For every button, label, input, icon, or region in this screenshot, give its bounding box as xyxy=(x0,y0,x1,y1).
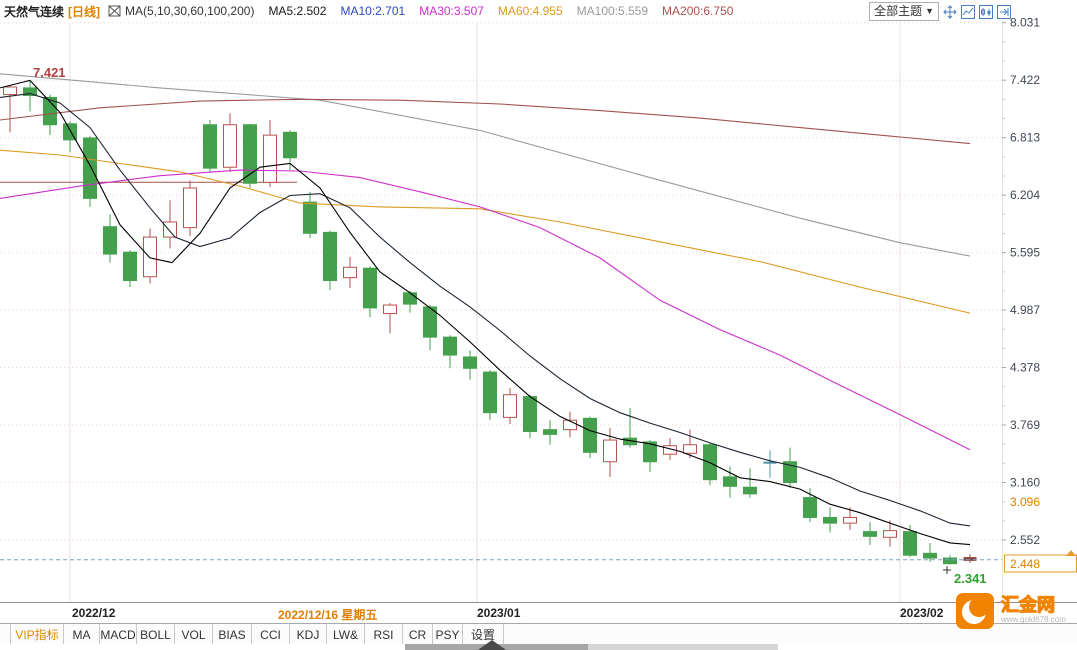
svg-text:4.987: 4.987 xyxy=(1010,303,1040,317)
indicator-tab-设置[interactable]: 设置 xyxy=(463,624,504,645)
indicator-tab-KDJ[interactable]: KDJ xyxy=(290,624,327,645)
date-label: 2022/12 xyxy=(72,606,116,620)
svg-text:7.422: 7.422 xyxy=(1010,73,1040,87)
annotations: 7.421 2.341 2.448 3.096 xyxy=(33,65,1077,586)
chart-canvas[interactable]: 8.031 7.422 6.813 6.204 5.595 4.987 4.378 3.769… xyxy=(0,0,1077,602)
chart-style-icon[interactable] xyxy=(108,5,121,17)
date-label: 2022/12/16 星期五 xyxy=(278,608,378,622)
indicator-tab-CCI[interactable]: CCI xyxy=(252,624,290,645)
indicator-tab-VIP指标[interactable]: VIP指标 xyxy=(11,624,64,645)
indicator-tab-PSY[interactable]: PSY xyxy=(433,624,463,645)
bottom-scroll-area xyxy=(0,640,1077,650)
indicator-tab-LW&[interactable]: LW& xyxy=(327,624,365,645)
ma-value-label: MA5:2.502 xyxy=(268,4,327,18)
period-label: [日线] xyxy=(68,4,101,19)
date-label: 2023/02 xyxy=(900,606,944,620)
date-label: 2023/01 xyxy=(477,606,521,620)
site-name: 汇金网 xyxy=(1000,593,1055,615)
ma-line-ma10 xyxy=(0,93,971,527)
ma-line-ma30 xyxy=(0,169,971,451)
svg-text:8.031: 8.031 xyxy=(1010,16,1040,30)
svg-text:6.813: 6.813 xyxy=(1010,131,1040,145)
theme-dropdown-label: 全部主题 xyxy=(874,4,923,18)
ma-legend: MA5:2.502 MA10:2.701 MA30:3.507 MA60:4.955 M… xyxy=(268,4,747,18)
ma-line-ma60 xyxy=(0,149,971,314)
indicator-toolbar: VIP指标 MA MACD BOLL VOL BIAS CCI KDJ LW& RSI CR PSY 设… xyxy=(0,623,1077,646)
svg-text:2.448: 2.448 xyxy=(1010,557,1040,571)
low-point-marker xyxy=(943,566,951,574)
site-url: www.gold678.com xyxy=(1001,615,1066,624)
pan-crosshair-icon[interactable] xyxy=(942,4,957,19)
date-axis: 2022/12 2022/12/16 星期五 2023/01 2023/02 xyxy=(0,602,1077,624)
chart-header: 天然气连续 [日线] MA(5,10,30,60,100,200) MA5:2.… xyxy=(0,0,1077,22)
ma-value-label: MA30:3.507 xyxy=(419,4,484,18)
svg-text:2.552: 2.552 xyxy=(1010,533,1040,547)
indicator-tab-MA[interactable]: MA xyxy=(64,624,100,645)
ma-line-ma5 xyxy=(0,79,971,546)
high-price-label: 7.421 xyxy=(33,65,66,80)
toolbar-spacer xyxy=(0,624,11,645)
candle-chart-icon[interactable] xyxy=(978,4,993,19)
chevron-down-icon: ▼ xyxy=(925,6,934,16)
svg-text:4.378: 4.378 xyxy=(1010,361,1040,375)
svg-text:汇金网: 汇金网 xyxy=(1001,594,1055,615)
export-chart-icon[interactable] xyxy=(996,4,1011,19)
scrollbar-track[interactable] xyxy=(588,644,778,650)
candles xyxy=(3,80,977,565)
scroll-arrow-icon[interactable] xyxy=(478,640,506,650)
indicator-tab-VOL[interactable]: VOL xyxy=(175,624,213,645)
settlement-price-label: 3.096 xyxy=(1010,495,1040,509)
site-watermark: 汇金网 www.gold678.com xyxy=(956,593,1077,635)
indicator-tab-CR[interactable]: CR xyxy=(403,624,433,645)
ma-value-label: MA10:2.701 xyxy=(340,4,406,18)
ma-value-label: MA60:4.955 xyxy=(497,4,563,18)
svg-text:3.769: 3.769 xyxy=(1010,418,1040,432)
site-logo-icon xyxy=(956,593,994,629)
svg-text:6.204: 6.204 xyxy=(1010,188,1040,202)
indicator-tab-RSI[interactable]: RSI xyxy=(365,624,403,645)
svg-text:3.160: 3.160 xyxy=(1010,476,1040,490)
price-flag-arrow-icon xyxy=(1066,550,1076,556)
ma-line-ma100 xyxy=(0,73,971,257)
ma-value-label: MA100:5.559 xyxy=(576,4,649,18)
instrument-name: 天然气连续 xyxy=(4,4,65,19)
chart-controls: 全部主题 ▼ xyxy=(869,2,1011,21)
gridlines xyxy=(0,22,1002,602)
ma-value-label: MA200:6.750 xyxy=(662,4,734,18)
horizontal-scrollbar[interactable] xyxy=(405,640,588,650)
low-price-label: 2.341 xyxy=(954,571,987,586)
indicator-tab-BIAS[interactable]: BIAS xyxy=(213,624,252,645)
ma-line-ma200 xyxy=(0,98,971,145)
indicator-tab-BOLL[interactable]: BOLL xyxy=(137,624,175,645)
svg-text:5.595: 5.595 xyxy=(1010,246,1040,260)
theme-dropdown[interactable]: 全部主题 ▼ xyxy=(869,2,939,21)
price-axis: 8.031 7.422 6.813 6.204 5.595 4.987 4.378 3.769… xyxy=(1002,16,1040,602)
line-chart-icon[interactable] xyxy=(960,4,975,19)
ma-group-label: MA(5,10,30,60,100,200) xyxy=(125,4,255,18)
indicator-tab-MACD[interactable]: MACD xyxy=(100,624,137,645)
